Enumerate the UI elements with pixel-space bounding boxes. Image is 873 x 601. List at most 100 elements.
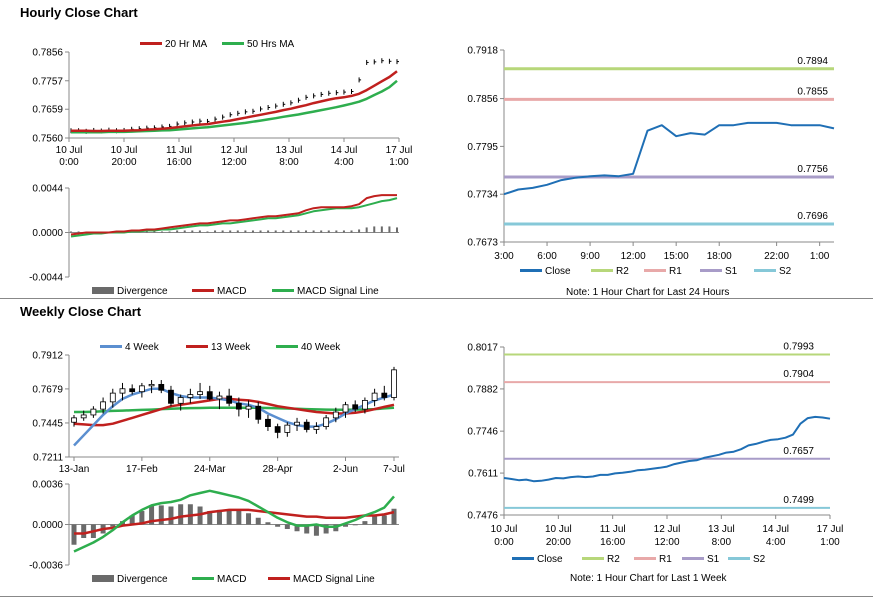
legend-s2-label: S2: [779, 266, 792, 277]
candle-body: [158, 383, 165, 391]
macd-line: [70, 194, 397, 236]
candle-body: [235, 402, 242, 410]
legend-ma50-label: 50 Hrs MA: [247, 39, 295, 50]
ma4-line: [73, 387, 395, 447]
x-tick-label: 6:00: [537, 251, 557, 262]
x-tick-label: 9:00: [580, 251, 600, 262]
y-tick-label: 0.7611: [468, 469, 498, 480]
y-tick-label: 0.7679: [32, 384, 63, 395]
x-tick-label: 10 Jul: [491, 524, 518, 535]
divergence-bar: [216, 509, 222, 525]
candle-body: [352, 404, 359, 410]
x-tick-label: 14 Jul: [331, 145, 358, 156]
divergence-bar: [214, 230, 217, 233]
divergence-bar: [362, 521, 368, 525]
divergence-bar: [391, 508, 397, 525]
candle-body: [391, 369, 397, 398]
legend-4week-label: 4 Week: [125, 342, 160, 353]
y-tick-label: 0.7918: [467, 46, 498, 57]
candle-body: [362, 399, 368, 410]
candle-body: [274, 426, 281, 433]
x-tick-label: 13 Jul: [276, 145, 303, 156]
divergence-bar: [244, 230, 247, 233]
divergence-bar: [352, 524, 358, 526]
y-tick-label: 0.7746: [467, 427, 498, 438]
candle-body: [177, 397, 184, 404]
legend-macd-label: MACD: [217, 286, 246, 297]
bottom-divider: [0, 596, 873, 597]
divergence-bar: [160, 231, 163, 233]
divergence-bar: [275, 524, 281, 527]
candle-body: [245, 405, 252, 410]
level-r2-label: 0.7894: [797, 56, 828, 67]
candle-body: [119, 388, 126, 394]
candle-body: [100, 401, 106, 410]
divergence-bar: [206, 231, 209, 233]
candle-body: [216, 395, 223, 400]
divergence-bar: [380, 226, 383, 233]
macd-line: [73, 489, 395, 553]
divergence-bar: [221, 230, 224, 233]
x-tick-label: 24-Mar: [194, 464, 226, 475]
divergence-bar: [198, 230, 201, 233]
candle-body: [265, 418, 271, 427]
level-s1-label: 0.7756: [797, 164, 828, 175]
x-tick-label: 12:00: [621, 251, 646, 262]
x-tick-label: 12 Jul: [221, 145, 248, 156]
x-tick-label: 2-Jun: [333, 464, 358, 475]
y-tick-label: 0.0036: [32, 480, 63, 491]
divergence-bar: [168, 506, 174, 525]
x-tick-label: 18:00: [707, 251, 732, 262]
legend-divergence-swatch: [92, 575, 114, 582]
divergence-bar: [183, 230, 186, 233]
divergence-bar: [304, 524, 310, 534]
divergence-bar: [110, 524, 116, 527]
divergence-bar: [246, 513, 252, 525]
y-tick-label: 0.7757: [32, 76, 63, 87]
legend-divergence-label: Divergence: [117, 286, 168, 297]
candle-body: [313, 426, 320, 430]
legend-s2-label: S2: [753, 554, 766, 565]
divergence-bar: [305, 230, 308, 233]
x-tick-label: 4:00: [334, 157, 354, 168]
hourly-section-title: Hourly Close Chart: [20, 5, 138, 20]
x-tick-label: 10 Jul: [56, 145, 83, 156]
divergence-bar: [323, 524, 329, 534]
x-tick-label: 16:00: [600, 537, 625, 548]
x-tick-label: 11 Jul: [600, 524, 626, 535]
x-tick-label: 13 Jul: [708, 524, 735, 535]
divergence-bar: [149, 505, 155, 525]
y-tick-label: 0.7673: [467, 238, 498, 249]
y-tick-label: -0.0044: [29, 273, 63, 284]
candle-body: [284, 424, 291, 433]
legend-signal-label: MACD Signal Line: [293, 574, 375, 585]
candle-body: [71, 417, 77, 423]
y-tick-label: 0.7856: [467, 94, 498, 105]
candle-body: [129, 388, 136, 393]
divergence-bar: [145, 231, 148, 233]
level-s1-label: 0.7657: [783, 446, 814, 457]
x-tick-label: 12 Jul: [654, 524, 681, 535]
divergence-bar: [289, 230, 292, 233]
x-tick-label: 12:00: [221, 157, 246, 168]
divergence-bar: [313, 524, 319, 536]
x-tick-label: 4:00: [766, 537, 786, 548]
candle-body: [342, 404, 349, 413]
x-tick-label: 13-Jan: [59, 464, 90, 475]
y-tick-label: 0.0044: [32, 184, 63, 195]
y-tick-label: 0.7734: [467, 190, 498, 201]
divergence-bar: [297, 230, 300, 233]
divergence-bar: [267, 230, 270, 233]
level-s2-label: 0.7696: [797, 211, 828, 222]
legend-13week-label: 13 Week: [211, 342, 251, 353]
divergence-bar: [236, 511, 242, 525]
legend-r2-label: R2: [607, 554, 620, 565]
divergence-bar: [129, 515, 135, 525]
close-line: [503, 121, 835, 196]
y-tick-label: 0.0000: [32, 520, 63, 531]
y-tick-label: 0.7659: [32, 105, 63, 116]
x-tick-label: 15:00: [664, 251, 689, 262]
candle-body: [148, 383, 155, 387]
divergence-bar: [139, 511, 145, 525]
